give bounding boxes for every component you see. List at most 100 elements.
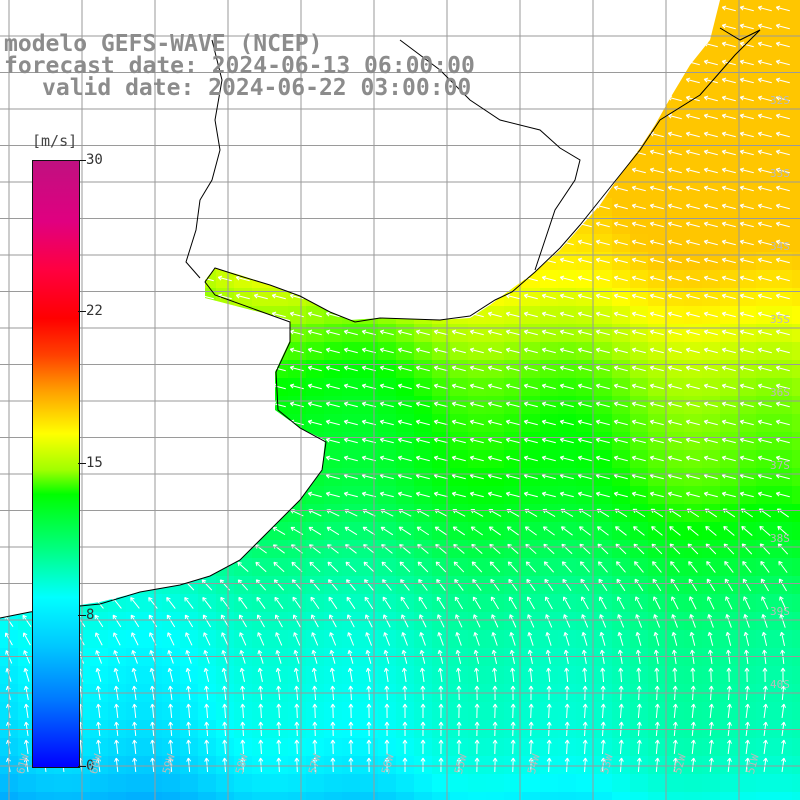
wind-arrow [456, 757, 462, 773]
wind-arrow [546, 703, 552, 719]
wind-arrow [595, 455, 610, 462]
wind-arrow [258, 757, 264, 773]
wind-arrow [545, 614, 553, 628]
wind-arrow [721, 239, 736, 246]
wind-arrow [600, 667, 606, 683]
wind-cell [450, 774, 468, 792]
wind-arrow [757, 347, 772, 354]
wind-arrow [541, 437, 556, 444]
wind-cell [792, 792, 800, 800]
wind-arrow [775, 5, 790, 12]
wind-arrow [437, 614, 445, 628]
wind-arrow [474, 703, 480, 719]
colorbar-tick-22: 22 [86, 303, 103, 319]
wind-cell [288, 774, 306, 792]
wind-arrow [741, 525, 753, 536]
wind-arrow [397, 455, 412, 462]
wind-arrow [703, 203, 718, 210]
wind-arrow [595, 491, 610, 498]
wind-arrow [775, 113, 790, 120]
colorbar-tickmark [78, 311, 86, 312]
wind-arrow [487, 419, 502, 426]
wind-arrow [167, 667, 174, 682]
wind-arrow [397, 383, 412, 390]
wind-arrow [451, 491, 466, 498]
wind-arrow [725, 614, 732, 628]
wind-arrow [379, 347, 394, 354]
wind-arrow [487, 401, 502, 408]
wind-arrow [613, 293, 628, 300]
wind-arrow [204, 739, 210, 755]
wind-arrow [743, 596, 751, 610]
wind-arrow [271, 293, 286, 300]
wind-arrow [343, 383, 358, 390]
wind-arrow [149, 667, 156, 682]
wind-arrow [781, 703, 786, 719]
wind-arrow [309, 579, 320, 591]
wind-arrow [346, 579, 356, 591]
wind-arrow [703, 221, 718, 228]
wind-cell [792, 522, 800, 540]
wind-arrow [739, 203, 754, 210]
wind-arrow [487, 455, 502, 462]
wind-arrow [289, 293, 304, 300]
wind-cell [558, 792, 576, 800]
wind-arrow [761, 596, 769, 610]
wind-arrow [705, 526, 717, 536]
wind-arrow [366, 739, 372, 755]
wind-arrow [473, 632, 480, 646]
wind-arrow [559, 347, 574, 354]
wind-arrow [739, 293, 754, 300]
wind-cell [792, 324, 800, 342]
wind-arrow [739, 329, 754, 336]
wind-arrow [649, 275, 664, 282]
wind-arrow [654, 757, 660, 773]
wind-arrow [309, 561, 321, 573]
wind-arrow [667, 95, 682, 102]
wind-arrow [685, 113, 700, 120]
wind-cell [414, 792, 432, 800]
wind-arrow [595, 275, 610, 282]
wind-cell [648, 774, 666, 792]
wind-arrow [781, 757, 786, 773]
wind-arrow [757, 185, 772, 192]
wind-arrow [721, 41, 736, 48]
wind-arrow [508, 578, 518, 591]
wind-arrow [326, 526, 340, 536]
wind-arrow [775, 23, 790, 30]
wind-arrow [563, 631, 570, 646]
wind-arrow [526, 596, 535, 610]
wind-arrow [739, 5, 754, 12]
wind-cell [468, 774, 486, 792]
wind-arrow [685, 491, 700, 498]
wind-arrow [559, 491, 574, 498]
wind-cell [144, 792, 162, 800]
wind-arrow [366, 703, 372, 719]
wind-arrow [563, 614, 571, 628]
wind-arrow [343, 329, 358, 336]
wind-cell [792, 18, 800, 36]
wind-arrow [739, 437, 754, 444]
wind-arrow [401, 614, 409, 628]
wind-arrow [649, 455, 664, 462]
wind-arrow [308, 526, 322, 536]
title-model: modelo GEFS-WAVE (NCEP) [4, 31, 323, 57]
wind-cell [792, 126, 800, 144]
wind-arrow [507, 543, 519, 555]
wind-arrow [721, 293, 736, 300]
wind-arrow [379, 455, 394, 462]
wind-arrow [474, 757, 480, 773]
wind-cell [792, 198, 800, 216]
wind-arrow [94, 597, 104, 609]
wind-cell [234, 792, 252, 800]
colorbar-tick-0: 0 [86, 758, 95, 774]
wind-arrow [649, 365, 664, 372]
wind-arrow [543, 561, 555, 573]
wind-arrow [451, 401, 466, 408]
wind-cell [522, 774, 540, 792]
wind-arrow [383, 632, 390, 646]
wind-cell [792, 774, 800, 792]
wind-cell [792, 36, 800, 54]
